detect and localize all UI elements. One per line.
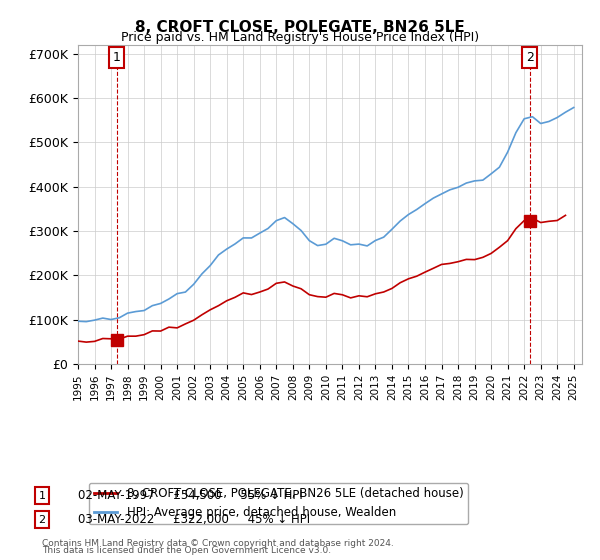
Text: This data is licensed under the Open Government Licence v3.0.: This data is licensed under the Open Gov…	[42, 547, 331, 556]
Text: 2: 2	[38, 515, 46, 525]
Legend: 8, CROFT CLOSE, POLEGATE, BN26 5LE (detached house), HPI: Average price, detache: 8, CROFT CLOSE, POLEGATE, BN26 5LE (deta…	[89, 483, 468, 524]
Text: 1: 1	[113, 51, 121, 64]
Text: Contains HM Land Registry data © Crown copyright and database right 2024.: Contains HM Land Registry data © Crown c…	[42, 539, 394, 548]
Text: Price paid vs. HM Land Registry's House Price Index (HPI): Price paid vs. HM Land Registry's House …	[121, 31, 479, 44]
Text: 03-MAY-2022     £322,000     45% ↓ HPI: 03-MAY-2022 £322,000 45% ↓ HPI	[78, 513, 310, 526]
Text: 8, CROFT CLOSE, POLEGATE, BN26 5LE: 8, CROFT CLOSE, POLEGATE, BN26 5LE	[135, 20, 465, 35]
Text: 02-MAY-1997     £54,500     55% ↓ HPI: 02-MAY-1997 £54,500 55% ↓ HPI	[78, 489, 303, 502]
Text: 1: 1	[38, 491, 46, 501]
Text: 2: 2	[526, 51, 533, 64]
